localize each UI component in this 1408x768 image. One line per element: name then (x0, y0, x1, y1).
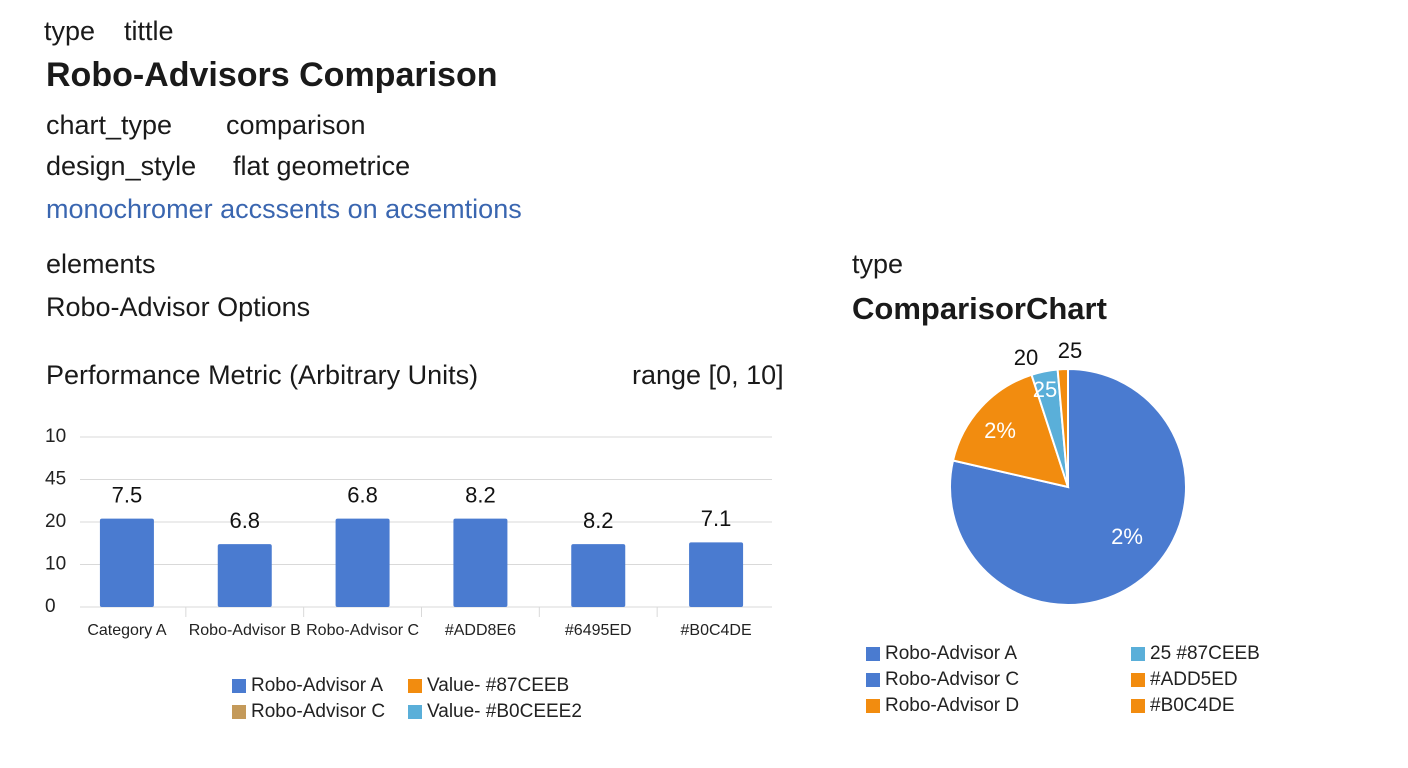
bar (689, 542, 744, 607)
x-tick-label: Category A (87, 622, 166, 639)
elements-label: elements (46, 249, 156, 279)
y-tick-label: 0 (45, 596, 56, 617)
legend-swatch (232, 679, 246, 693)
legend-swatch (866, 673, 880, 687)
legend-label: Robo-Advisor D (885, 695, 1019, 716)
x-tick-label: Robo-Advisor C (306, 622, 419, 639)
pie-slice (951, 373, 1070, 489)
row-key: chart_type (46, 110, 172, 140)
x-tick-label: #ADD8E6 (445, 622, 516, 639)
bar-annotation: 7.5 (112, 482, 143, 507)
pie-annotation: 25 (1033, 377, 1057, 402)
pie-annotation: 20 (1014, 345, 1038, 370)
legend-label: Value- #87CEEB (427, 675, 569, 696)
row-key: design_style (46, 151, 196, 181)
bar (571, 544, 626, 607)
legend-label: #B0C4DE (1150, 695, 1235, 716)
bar (335, 518, 390, 607)
y-tick-label: 10 (45, 426, 66, 447)
legend-swatch (1131, 647, 1145, 661)
legend-swatch (1131, 699, 1145, 713)
pie-annotation: 25 (1058, 338, 1082, 363)
bar (453, 518, 508, 607)
bar-annotation: 8.2 (583, 508, 614, 533)
page-title: Robo-Advisors Comparison (46, 56, 497, 94)
bar (99, 518, 154, 607)
y-tick-label: 20 (45, 511, 66, 532)
pie-kicker: type (852, 249, 903, 279)
legend-swatch (866, 647, 880, 661)
legend-label: Robo-Advisor A (885, 643, 1017, 664)
legend-label: 25 #87CEEB (1150, 643, 1260, 664)
range-label: range [0, 10] (632, 360, 784, 390)
legend-swatch (408, 705, 422, 719)
legend-label: Robo-Advisor C (251, 701, 385, 722)
legend-label: #ADD5ED (1150, 669, 1238, 690)
y-tick-label: 10 (45, 554, 66, 575)
legend-swatch (1131, 673, 1145, 687)
y-axis-label: Performance Metric (Arbitrary Units) (46, 360, 478, 390)
x-tick-label: #B0C4DE (681, 622, 752, 639)
row-value: flat geometrice (233, 151, 410, 181)
elements-value: Robo-Advisor Options (46, 292, 310, 322)
pie-annotation: 2% (1111, 524, 1143, 549)
pie-title: ComparisorChart (852, 291, 1107, 326)
type-value: tittle (124, 16, 174, 46)
pie-slice (949, 367, 1187, 606)
legend-label: Value- #B0CEEE2 (427, 701, 582, 722)
bar-annotation: 8.2 (465, 482, 496, 507)
pie-slice (1056, 367, 1069, 488)
legend-swatch (232, 705, 246, 719)
bar (217, 544, 272, 607)
x-tick-label: Robo-Advisor B (189, 622, 301, 639)
note: monochromer accssents on acsemtions (46, 194, 522, 224)
legend-label: Robo-Advisor C (885, 669, 1019, 690)
bar-annotation: 6.8 (347, 482, 378, 507)
bar-annotation: 6.8 (229, 508, 260, 533)
x-tick-label: #6495ED (565, 622, 632, 639)
row-value: comparison (226, 110, 366, 140)
legend-label: Robo-Advisor A (251, 675, 383, 696)
type-key: type (44, 16, 95, 46)
y-tick-label: 45 (45, 469, 66, 490)
legend-swatch (866, 699, 880, 713)
pie-annotation: 2% (984, 418, 1016, 443)
legend-swatch (408, 679, 422, 693)
bar-annotation: 7.1 (701, 506, 732, 531)
